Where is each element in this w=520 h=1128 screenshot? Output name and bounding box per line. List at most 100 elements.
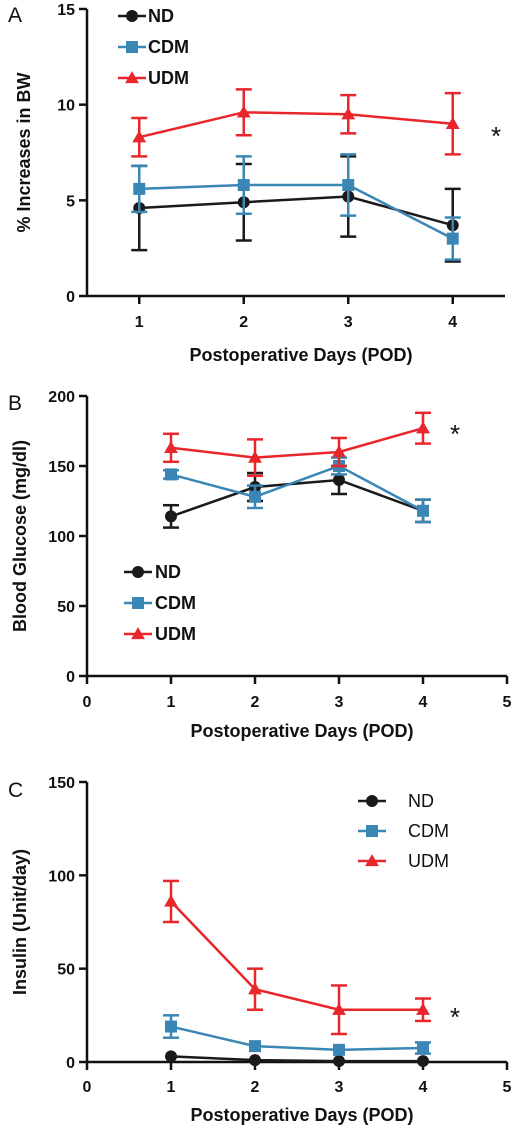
- significance-asterisk: *: [450, 1002, 460, 1032]
- legend-item: ND: [124, 562, 181, 582]
- x-axis-label: Postoperative Days (POD): [189, 345, 412, 365]
- legend-marker: [131, 627, 145, 640]
- y-axis-label: % Increases in BW: [14, 72, 34, 232]
- data-point: [417, 1042, 429, 1054]
- y-axis-label: Blood Glucose (mg/dl): [10, 440, 30, 632]
- series-line: [170, 1055, 423, 1063]
- x-tick-label: 1: [167, 1079, 176, 1096]
- legend-marker: [365, 854, 379, 867]
- data-point: [446, 232, 459, 245]
- data-point: [164, 440, 178, 453]
- legend-item: CDM: [358, 821, 449, 841]
- data-point: [236, 105, 251, 118]
- x-tick-label: 5: [503, 694, 512, 711]
- legend-marker: [366, 825, 378, 837]
- x-tick-label: 1: [135, 314, 144, 331]
- data-point: [332, 445, 346, 458]
- x-tick-label: 3: [335, 1079, 344, 1096]
- legend-item: CDM: [124, 593, 196, 613]
- panel-label: C: [8, 779, 23, 802]
- x-tick-label: 3: [335, 694, 344, 711]
- data-point: [332, 1002, 346, 1015]
- x-tick-label: 4: [419, 694, 428, 711]
- series-cdm: [131, 153, 461, 261]
- legend-marker: [126, 10, 138, 22]
- data-point: [416, 1002, 430, 1015]
- data-point: [341, 107, 356, 120]
- x-tick-label: 3: [344, 314, 353, 331]
- legend-item: UDM: [358, 851, 449, 871]
- series-udm: [131, 88, 461, 158]
- y-tick-label: 0: [66, 1055, 75, 1072]
- legend-label: ND: [148, 6, 174, 26]
- data-point: [416, 421, 430, 434]
- panel-label: A: [8, 4, 22, 27]
- legend-item: UDM: [124, 624, 196, 644]
- series-cdm: [163, 1014, 431, 1056]
- series-line: [139, 183, 454, 240]
- data-point: [333, 474, 345, 486]
- legend-item: CDM: [118, 37, 189, 57]
- legend-label: UDM: [148, 68, 189, 88]
- x-tick-label: 2: [251, 694, 260, 711]
- y-tick-label: 150: [48, 459, 75, 476]
- legend-label: CDM: [408, 821, 449, 841]
- x-axis-label: Postoperative Days (POD): [190, 721, 413, 741]
- legend-item: ND: [118, 6, 174, 26]
- data-point: [249, 1040, 261, 1053]
- data-point: [165, 1020, 177, 1033]
- series-udm: [163, 879, 431, 1036]
- panel-b: B 0 50 100 150 200 0 1 2 3 4 5 Postoperative Days (P…: [8, 389, 512, 741]
- series-line: [138, 111, 453, 139]
- legend-marker: [366, 795, 378, 807]
- data-point: [417, 1055, 429, 1068]
- x-tick-label: 1: [167, 694, 176, 711]
- legend-label: ND: [408, 791, 434, 811]
- y-tick-label: 150: [48, 775, 75, 792]
- legend: ND CDM UDM: [358, 791, 449, 871]
- data-point: [132, 130, 147, 143]
- data-point: [248, 450, 262, 463]
- x-axis-label: Postoperative Days (POD): [190, 1105, 413, 1125]
- data-point: [237, 179, 250, 192]
- x-tick-label: 0: [83, 1079, 92, 1096]
- data-point: [165, 1050, 177, 1063]
- y-tick-label: 100: [48, 529, 75, 546]
- series-nd: [165, 1050, 429, 1068]
- series-cdm: [163, 456, 431, 524]
- legend-item: UDM: [118, 68, 189, 88]
- series-line: [170, 1025, 424, 1052]
- data-point: [165, 468, 177, 481]
- series-line: [170, 900, 423, 1011]
- legend-label: CDM: [148, 37, 189, 57]
- legend-label: UDM: [155, 624, 196, 644]
- legend-marker: [132, 597, 144, 609]
- series-nd: [163, 464, 431, 529]
- data-point: [445, 116, 460, 129]
- legend-item: ND: [358, 791, 434, 811]
- data-point: [333, 1055, 345, 1068]
- legend-label: CDM: [155, 593, 196, 613]
- legend-marker: [132, 566, 144, 578]
- y-tick-label: 10: [57, 98, 75, 115]
- data-point: [133, 182, 146, 195]
- significance-asterisk: *: [450, 419, 460, 449]
- data-point: [249, 490, 261, 503]
- x-tick-label: 2: [239, 314, 248, 331]
- significance-asterisk: *: [491, 121, 501, 151]
- data-point: [248, 982, 262, 995]
- series-nd: [131, 155, 461, 263]
- y-tick-label: 15: [57, 2, 75, 19]
- x-tick-label: 5: [503, 1079, 512, 1096]
- series-line: [170, 478, 424, 518]
- x-tick-label: 2: [251, 1079, 260, 1096]
- legend: ND CDM UDM: [118, 6, 189, 88]
- x-tick-label: 4: [448, 314, 457, 331]
- legend-marker: [126, 41, 138, 53]
- legend-label: ND: [155, 562, 181, 582]
- y-tick-label: 50: [57, 599, 75, 616]
- data-point: [333, 1043, 345, 1056]
- x-tick-label: 4: [419, 1079, 428, 1096]
- series-line: [170, 426, 424, 459]
